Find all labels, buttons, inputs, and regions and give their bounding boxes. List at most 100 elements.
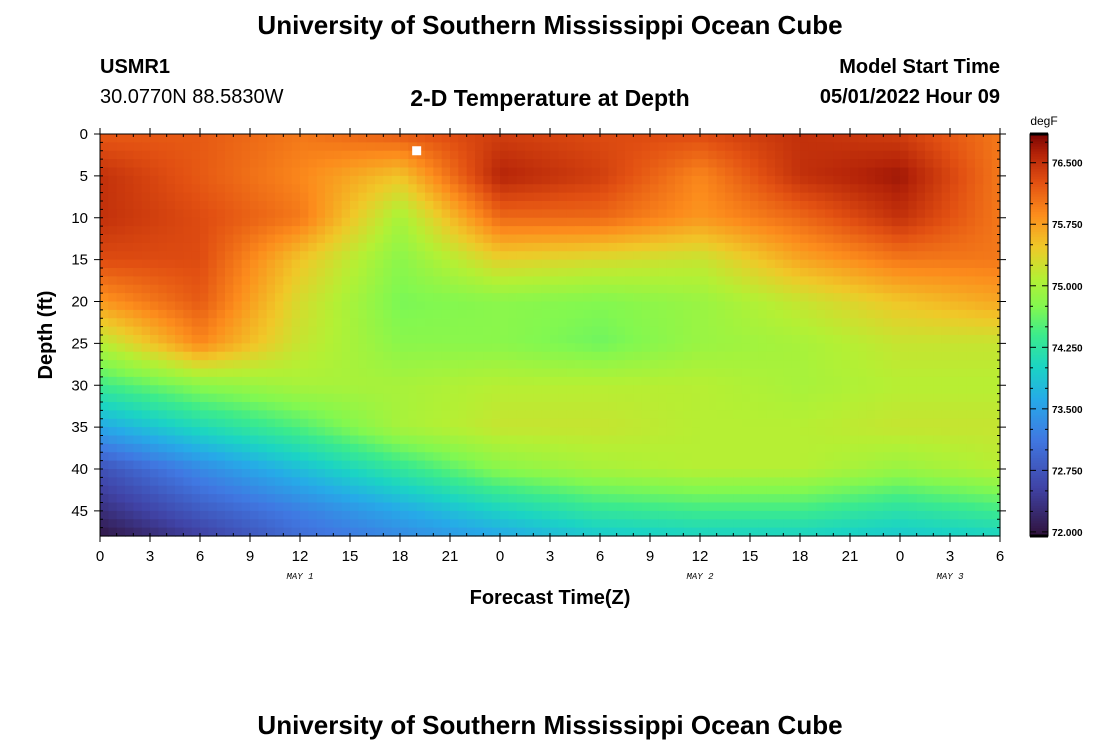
heatmap-cell [966,494,976,504]
heatmap-cell [175,134,184,143]
heatmap-cell [283,519,293,529]
heatmap-cell [191,175,201,185]
heatmap-cell [183,368,193,378]
heatmap-cell [983,293,993,303]
heatmap-cell [216,242,226,252]
heatmap-cell [216,385,226,395]
heatmap-cell [241,335,251,344]
heatmap-cell [641,510,651,520]
heatmap-cell [616,418,626,428]
heatmap-cell [200,477,209,487]
heatmap-cell [333,192,343,202]
heatmap-cell [208,410,218,420]
heatmap-cell [591,485,601,495]
heatmap-cell [133,276,143,286]
heatmap-cell [166,410,176,420]
heatmap-cell [325,502,334,512]
heatmap-cell [800,226,809,236]
heatmap-cell [900,134,909,143]
heatmap-cell [800,318,809,328]
heatmap-cell [241,469,251,478]
heatmap-cell [858,443,868,453]
heatmap-cell [533,259,543,269]
heatmap-cell [433,368,443,378]
heatmap-cell [350,385,359,395]
heatmap-cell [383,276,393,286]
heatmap-cell [350,150,359,160]
heatmap-cell [408,510,418,520]
heatmap-cell [691,234,701,244]
heatmap-cell [200,268,209,277]
heatmap-cell [358,326,368,336]
heatmap-cell [791,435,801,445]
heatmap-cell [800,469,809,478]
heatmap-cell [300,150,309,160]
heatmap-cell [716,251,726,261]
heatmap-cell [650,242,659,252]
heatmap-cell [341,234,351,244]
heatmap-cell [141,159,151,169]
heatmap-cell [566,259,576,269]
heatmap-cell [950,410,959,420]
heatmap-cell [166,309,176,319]
heatmap-cell [283,217,293,227]
heatmap-cell [141,519,151,529]
heatmap-cell [925,368,934,378]
heatmap-cell [866,326,876,336]
heatmap-cell [400,217,409,227]
heatmap-cell [958,217,968,227]
heatmap-cell [350,209,359,219]
heatmap-cell [791,326,801,336]
heatmap-cell [833,485,843,495]
heatmap-cell [558,284,568,294]
heatmap-cell [175,276,184,286]
heatmap-cell [150,402,159,411]
heatmap-cell [308,485,318,495]
heatmap-cell [633,150,643,160]
heatmap-cell [116,502,126,512]
heatmap-cell [491,259,501,269]
heatmap-cell [900,335,909,344]
temperature-heatmap-chart: 0 3 6 9 12 15 18 21 0 3 6 9 12 15 18 21 0 3 6 051015202530… [35,114,1083,609]
heatmap-cell [850,276,859,286]
heatmap-cell [925,385,934,395]
heatmap-cell [241,418,251,428]
heatmap-cell [708,167,718,177]
heatmap-cell [833,427,843,437]
heatmap-cell [358,335,368,344]
heatmap-cell [766,167,776,177]
heatmap-cell [750,276,759,286]
heatmap-cell [883,175,893,185]
heatmap-cell [133,402,143,411]
heatmap-cell [333,452,343,462]
heatmap-cell [566,427,576,437]
heatmap-cell [908,351,918,361]
heatmap-cell [133,217,143,227]
heatmap-cell [825,393,834,403]
heatmap-cell [900,301,909,311]
heatmap-cell [375,452,384,462]
heatmap-cell [475,460,484,470]
heatmap-cell [758,159,768,169]
heatmap-cell [150,150,159,160]
heatmap-cell [558,175,568,185]
heatmap-cell [941,435,951,445]
heatmap-cell [258,293,268,303]
heatmap-cell [933,393,943,403]
heatmap-cell [291,309,301,319]
heatmap-cell [308,159,318,169]
heatmap-cell [166,435,176,445]
heatmap-cell [650,150,659,160]
heatmap-cell [816,167,826,177]
heatmap-cell [358,494,368,504]
heatmap-cell [341,259,351,269]
heatmap-cell [325,402,334,411]
heatmap-cell [700,309,709,319]
heatmap-cell [108,242,118,252]
heatmap-cell [291,393,301,403]
heatmap-cell [708,494,718,504]
heatmap-cell [975,351,984,361]
heatmap-cell [783,301,793,311]
heatmap-cell [166,301,176,311]
heatmap-cell [891,469,901,478]
